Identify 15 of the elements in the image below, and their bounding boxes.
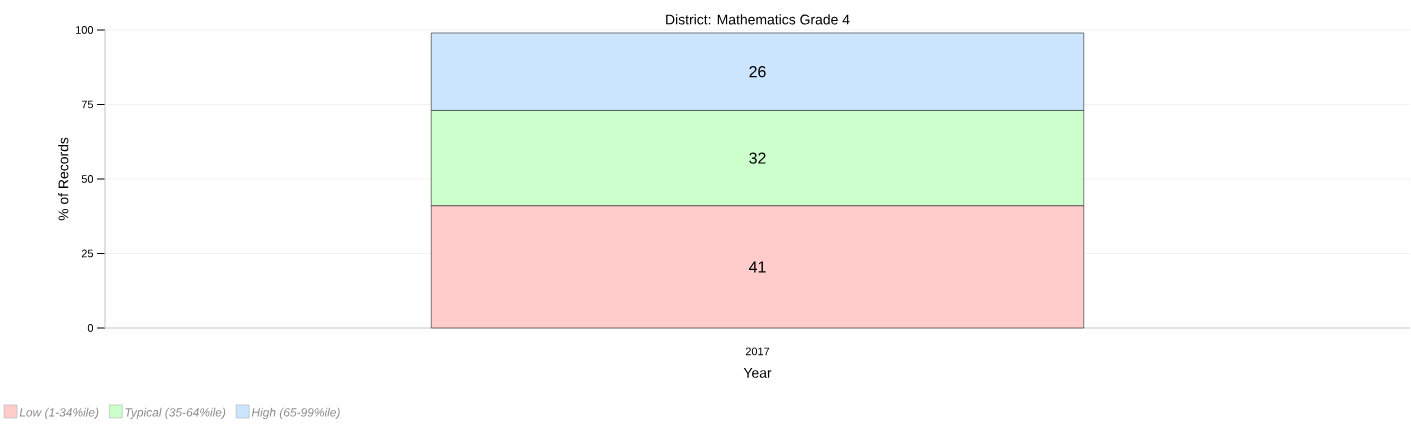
y-tick-label: 25 bbox=[81, 249, 94, 258]
y-tick-label: 0 bbox=[87, 324, 94, 332]
data-label: 26 bbox=[749, 66, 766, 78]
y-tick-label: 50 bbox=[81, 175, 94, 183]
y-axis-title: % of Records bbox=[58, 137, 69, 221]
legend-label: Low (1-34%ile) bbox=[19, 407, 99, 419]
x-axis-title: Year bbox=[743, 368, 772, 378]
legend-label: High (65-99%ile) bbox=[251, 407, 340, 419]
data-label: 41 bbox=[749, 261, 766, 273]
y-tick-label: 100 bbox=[76, 26, 94, 34]
legend-label: Typical (35-64%ile) bbox=[125, 407, 226, 419]
x-tick-label: 2017 bbox=[745, 347, 770, 356]
y-tick-label: 75 bbox=[81, 100, 94, 109]
chart-title: District: Mathematics Grade 4 bbox=[666, 14, 850, 25]
data-label: 32 bbox=[749, 152, 766, 164]
